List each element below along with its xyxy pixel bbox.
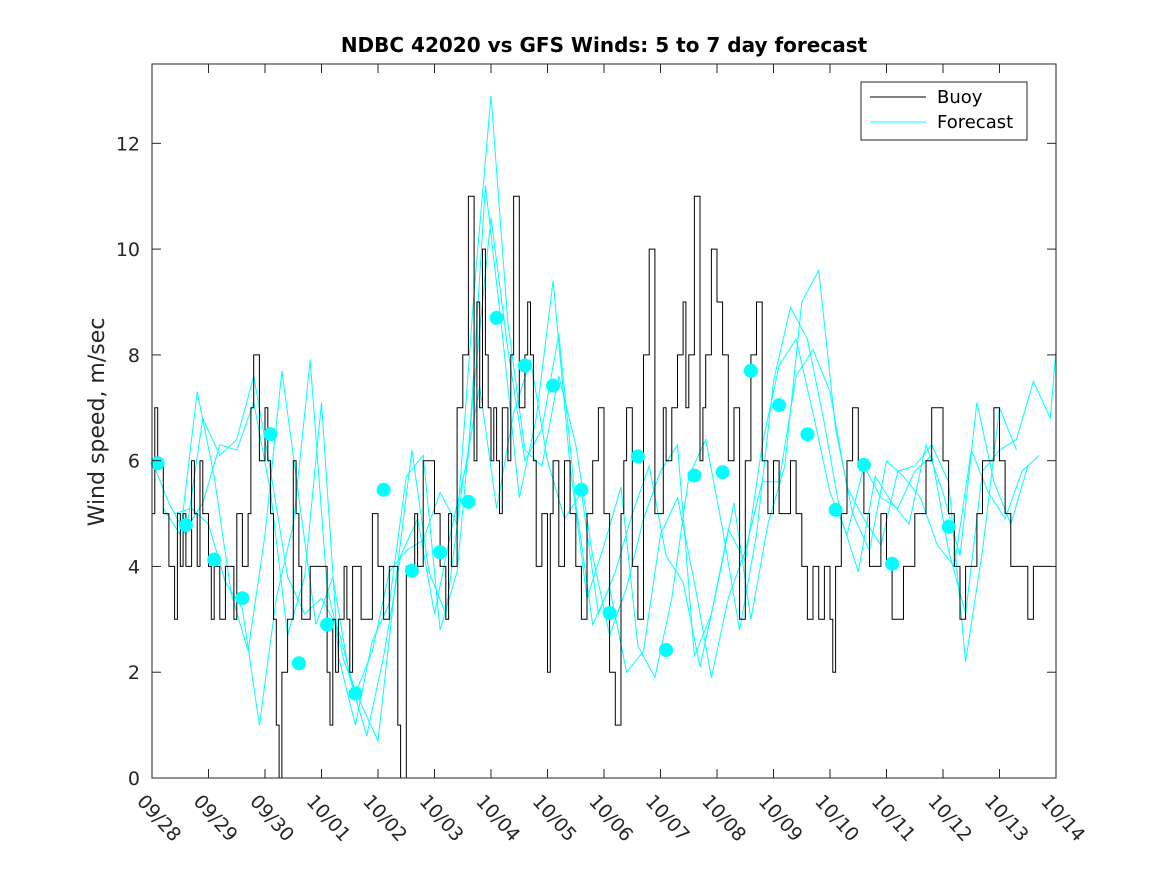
forecast-marker: [743, 363, 758, 378]
chart-title: NDBC 42020 vs GFS Winds: 5 to 7 day fore…: [341, 33, 868, 57]
forecast-marker: [630, 449, 645, 464]
forecast-marker: [320, 617, 335, 632]
y-tick-label: 6: [128, 451, 140, 473]
buoy-series: [152, 195, 1051, 779]
y-tick-label: 0: [128, 768, 140, 790]
forecast-marker: [715, 465, 730, 480]
y-tick-label: 12: [116, 133, 140, 155]
forecast-marker: [828, 502, 843, 517]
forecast-marker: [235, 591, 250, 606]
legend-buoy-label: Buoy: [937, 87, 983, 108]
y-axis-label: Wind speed, m/sec: [85, 318, 110, 527]
forecast-marker: [659, 643, 674, 657]
forecast-marker: [546, 378, 561, 393]
forecast-marker: [602, 606, 617, 620]
forecast-marker: [461, 494, 476, 509]
legend-box: [860, 81, 1028, 141]
forecast-marker: [404, 563, 419, 578]
forecast-marker: [941, 519, 956, 534]
forecast-marker: [207, 552, 222, 567]
forecast-marker: [178, 518, 193, 533]
plot-area: [150, 64, 1057, 779]
forecast-marker: [433, 545, 448, 560]
forecast-series-4: [185, 217, 1017, 726]
forecast-marker: [517, 358, 532, 373]
legend: Buoy Forecast: [860, 81, 1028, 141]
forecast-marker: [489, 310, 504, 325]
forecast-marker: [885, 556, 900, 571]
y-tick-label: 4: [128, 556, 140, 578]
y-tick-label: 2: [128, 662, 140, 684]
legend-forecast-label: Forecast: [937, 112, 1013, 133]
forecast-marker: [856, 457, 871, 472]
forecast-marker: [291, 656, 306, 671]
forecast-marker: [150, 456, 165, 471]
forecast-marker: [687, 468, 702, 483]
forecast-marker: [348, 686, 363, 701]
forecast-series-2: [162, 185, 1029, 736]
forecast-marker: [800, 427, 815, 442]
y-tick-label: 10: [116, 239, 140, 261]
forecast-marker: [376, 482, 391, 497]
forecast-marker: [574, 482, 589, 497]
forecast-marker: [263, 427, 278, 442]
forecast-marker: [772, 398, 787, 413]
y-tick-label: 8: [128, 345, 140, 367]
